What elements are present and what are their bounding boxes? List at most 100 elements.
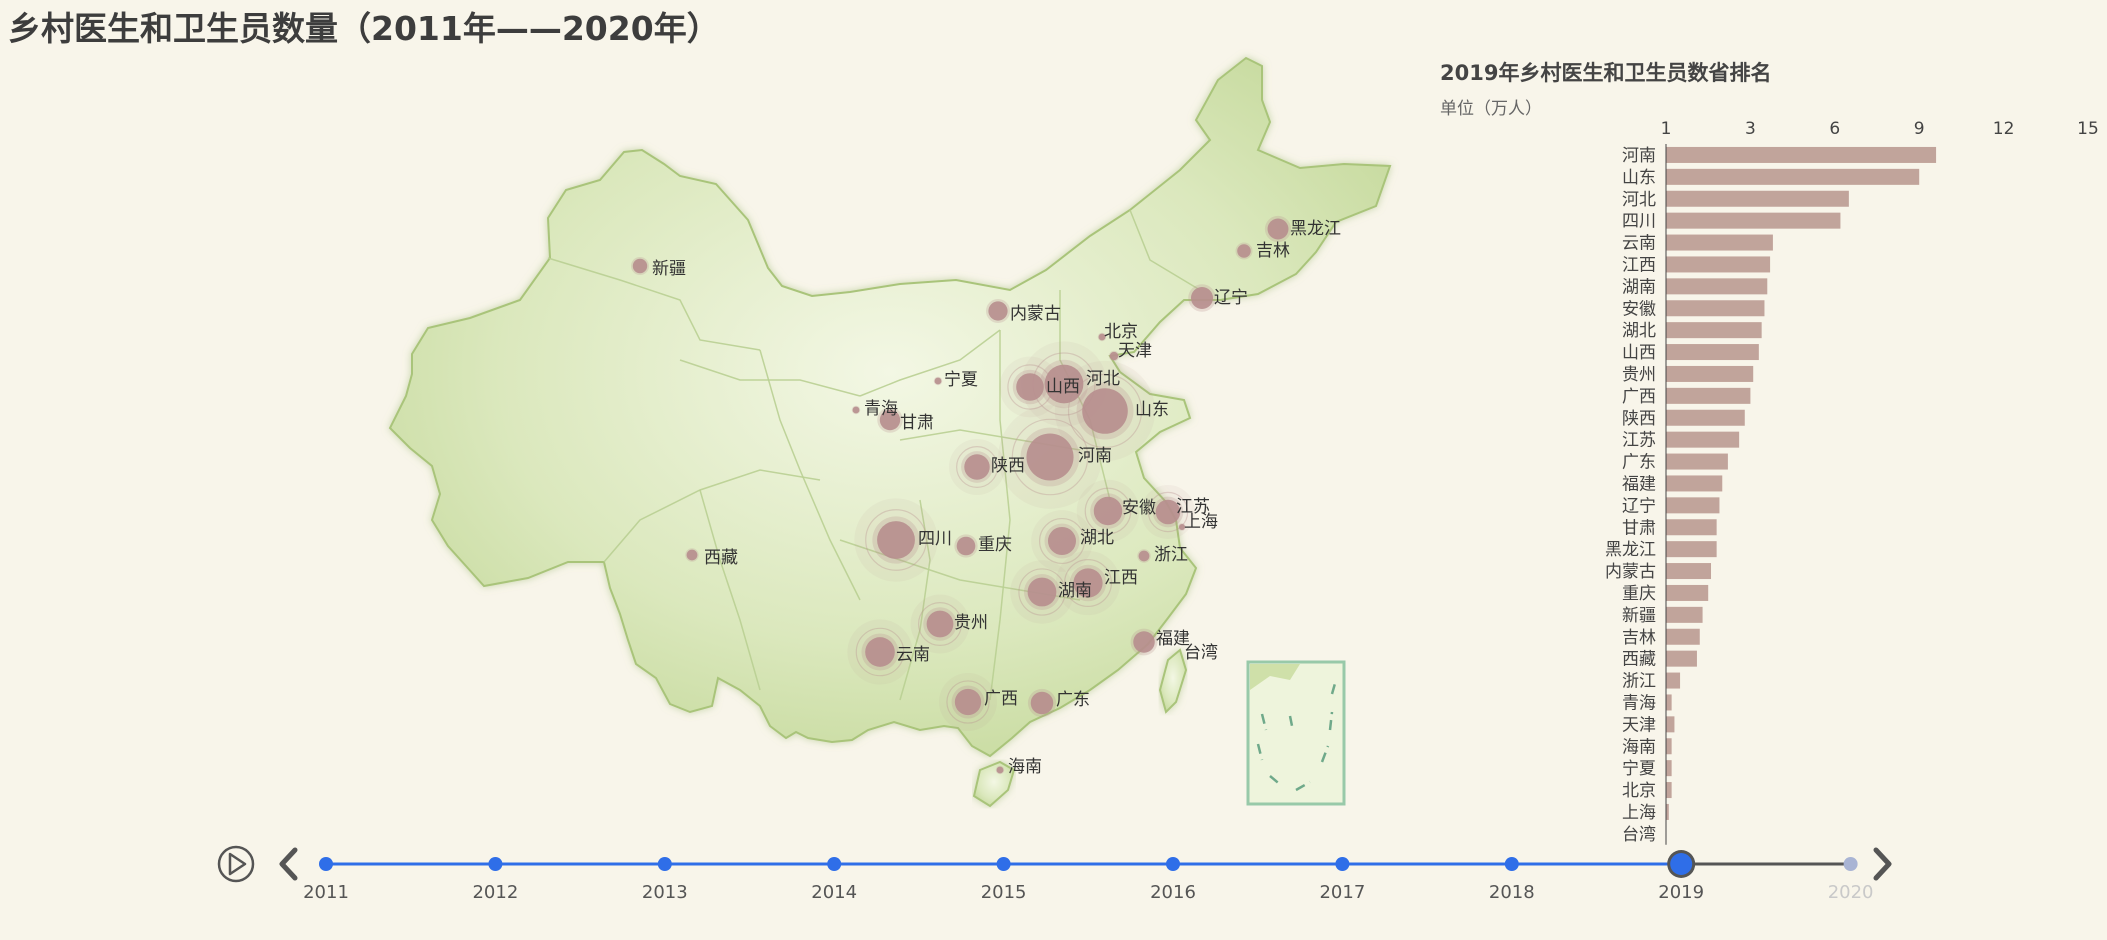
map-bubble[interactable] (1130, 628, 1158, 656)
bar[interactable] (1666, 803, 1669, 820)
map-bubble[interactable] (933, 376, 943, 386)
map-bubble[interactable] (949, 439, 1005, 495)
timeline-year-label[interactable]: 2017 (1319, 882, 1365, 903)
timeline-current-point[interactable] (1667, 850, 1696, 878)
timeline-point[interactable] (319, 857, 333, 871)
map-bubble[interactable] (985, 298, 1011, 324)
bar[interactable] (1666, 322, 1762, 339)
timeline-point[interactable] (1843, 857, 1858, 871)
bar[interactable] (1666, 563, 1712, 580)
map-bubble[interactable] (1178, 523, 1186, 531)
bar[interactable] (1666, 497, 1720, 514)
timeline[interactable]: 2011 2012 2013 2014 2015 2016 2017 2018 2019 2020 (0, 820, 2107, 940)
bar[interactable] (1666, 606, 1703, 623)
timeline-point[interactable] (488, 857, 503, 871)
bar[interactable] (1666, 541, 1717, 558)
timeline-year-label[interactable]: 2018 (1489, 882, 1535, 903)
bar[interactable] (1666, 760, 1672, 777)
category-label: 安徽 (1622, 299, 1656, 319)
timeline-point[interactable] (1166, 857, 1180, 871)
bar[interactable] (1666, 716, 1675, 733)
chevron-right-icon[interactable] (1873, 847, 1892, 881)
category-label: 黑龙江 (1605, 540, 1656, 560)
map-bubble[interactable] (1097, 332, 1107, 342)
timeline-year-label[interactable]: 2016 (1150, 882, 1196, 903)
timeline-point[interactable] (1504, 857, 1519, 871)
map-bubble[interactable] (1108, 350, 1120, 362)
map-bubble[interactable] (954, 534, 978, 558)
map-label: 福建 (1156, 629, 1190, 649)
map-bubble[interactable] (685, 548, 699, 562)
timeline-year-label[interactable]: 2012 (472, 882, 518, 903)
map-bubble[interactable] (877, 407, 903, 433)
category-label: 河北 (1622, 190, 1656, 210)
map-bubble[interactable] (939, 673, 997, 731)
bar[interactable] (1666, 212, 1841, 229)
timeline-year-label[interactable]: 2019 (1658, 882, 1704, 903)
bar[interactable] (1666, 694, 1672, 711)
chart-subtitle: 单位（万人） (1440, 99, 1542, 119)
map-bubble[interactable] (1010, 560, 1074, 624)
bar[interactable] (1666, 234, 1773, 251)
map-bubble[interactable] (1076, 479, 1140, 543)
map-bubble[interactable] (999, 356, 1061, 418)
map-bubble[interactable] (1054, 360, 1156, 462)
timeline-year-label[interactable]: 2011 (303, 882, 349, 903)
bar[interactable] (1666, 300, 1765, 317)
map-bubble[interactable] (630, 256, 650, 276)
map-bubble[interactable] (854, 498, 938, 582)
bar[interactable] (1666, 365, 1754, 382)
bar[interactable] (1666, 168, 1920, 185)
bar[interactable] (1666, 782, 1672, 799)
bar[interactable] (1666, 431, 1740, 448)
bar[interactable] (1666, 409, 1745, 426)
bar[interactable] (1666, 387, 1751, 404)
bar[interactable] (1666, 738, 1672, 755)
timeline-point[interactable] (1335, 857, 1350, 871)
bar[interactable] (1666, 672, 1681, 689)
timeline-year-label[interactable]: 2014 (811, 882, 857, 903)
map-label: 河北 (1086, 369, 1120, 389)
category-label: 山西 (1622, 343, 1656, 363)
category-label: 湖南 (1622, 277, 1656, 297)
map-label: 黑龙江 (1290, 219, 1341, 239)
timeline-point[interactable] (996, 857, 1011, 871)
timeline-year-label[interactable]: 2015 (981, 882, 1027, 903)
category-label: 天津 (1622, 715, 1656, 735)
bar[interactable] (1666, 146, 1937, 163)
bar[interactable] (1666, 453, 1728, 470)
bar[interactable] (1666, 650, 1697, 667)
map-bubble[interactable] (1264, 215, 1292, 243)
map-bubble[interactable] (1235, 242, 1253, 260)
bar[interactable] (1666, 584, 1709, 601)
nine-dash-line (1269, 775, 1283, 787)
bar[interactable] (1666, 519, 1717, 536)
bar[interactable] (1666, 278, 1768, 295)
bar[interactable] (1666, 256, 1771, 273)
province-border (699, 489, 761, 691)
map-bubble[interactable] (851, 405, 861, 415)
map-bubble[interactable] (1055, 550, 1121, 616)
map-bubble[interactable] (1027, 688, 1057, 718)
bar[interactable] (1666, 344, 1759, 361)
bar[interactable] (1666, 475, 1723, 492)
map-bubble[interactable] (1188, 284, 1216, 312)
bar[interactable] (1666, 190, 1849, 207)
map-bubble[interactable] (847, 619, 913, 685)
map-label: 西藏 (704, 548, 738, 568)
south-china-sea-inset (1246, 660, 1346, 806)
chevron-left-icon[interactable] (279, 847, 298, 881)
play-button[interactable] (217, 845, 255, 883)
timeline-year-label[interactable]: 2020 (1828, 882, 1874, 903)
map-label: 台湾 (1184, 643, 1218, 663)
map-bubble[interactable] (1137, 549, 1151, 563)
map-bubble[interactable] (1031, 510, 1093, 572)
timeline-point[interactable] (657, 857, 672, 871)
bar[interactable] (1666, 628, 1700, 645)
timeline-point[interactable] (827, 857, 842, 871)
map-bubble[interactable] (995, 765, 1005, 775)
map-bubble[interactable] (998, 405, 1102, 509)
map-bubble[interactable] (910, 594, 970, 654)
category-label: 台湾 (1622, 825, 1656, 845)
timeline-year-label[interactable]: 2013 (642, 882, 688, 903)
